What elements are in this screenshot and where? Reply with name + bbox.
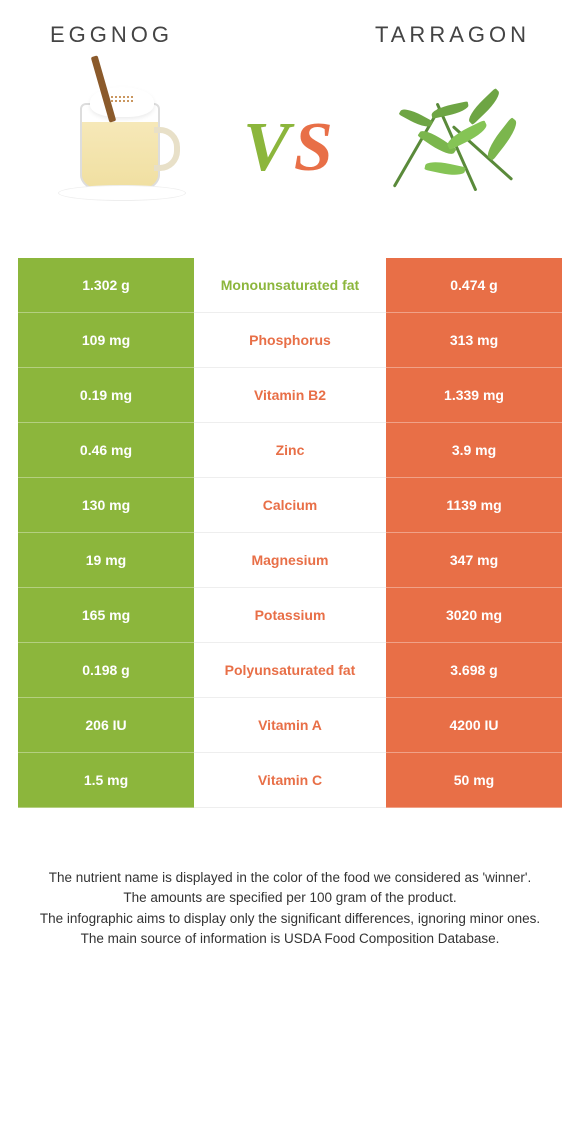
nutrient-label: Vitamin A bbox=[194, 698, 386, 753]
right-value: 313 mg bbox=[386, 313, 562, 368]
vs-v: V bbox=[243, 109, 294, 186]
table-row: 130 mgCalcium1139 mg bbox=[18, 478, 562, 533]
table-row: 1.302 gMonounsaturated fat0.474 g bbox=[18, 258, 562, 313]
tarragon-image bbox=[380, 68, 540, 228]
right-value: 3020 mg bbox=[386, 588, 562, 643]
left-value: 109 mg bbox=[18, 313, 194, 368]
eggnog-image bbox=[40, 68, 200, 228]
nutrient-label: Monounsaturated fat bbox=[194, 258, 386, 313]
left-value: 0.46 mg bbox=[18, 423, 194, 478]
left-value: 165 mg bbox=[18, 588, 194, 643]
footer-line: The amounts are specified per 100 gram o… bbox=[30, 888, 550, 908]
table-row: 109 mgPhosphorus313 mg bbox=[18, 313, 562, 368]
table-row: 165 mgPotassium3020 mg bbox=[18, 588, 562, 643]
right-value: 1139 mg bbox=[386, 478, 562, 533]
table-row: 0.19 mgVitamin B21.339 mg bbox=[18, 368, 562, 423]
vs-label: VS bbox=[243, 108, 337, 188]
nutrient-label: Vitamin C bbox=[194, 753, 386, 808]
table-row: 206 IUVitamin A4200 IU bbox=[18, 698, 562, 753]
right-value: 3.9 mg bbox=[386, 423, 562, 478]
left-value: 19 mg bbox=[18, 533, 194, 588]
left-value: 0.19 mg bbox=[18, 368, 194, 423]
nutrient-label: Calcium bbox=[194, 478, 386, 533]
nutrient-label: Polyunsaturated fat bbox=[194, 643, 386, 698]
left-value: 130 mg bbox=[18, 478, 194, 533]
right-value: 3.698 g bbox=[386, 643, 562, 698]
left-value: 0.198 g bbox=[18, 643, 194, 698]
nutrient-label: Vitamin B2 bbox=[194, 368, 386, 423]
nutrient-label: Magnesium bbox=[194, 533, 386, 588]
footer-notes: The nutrient name is displayed in the co… bbox=[0, 808, 580, 949]
left-value: 1.5 mg bbox=[18, 753, 194, 808]
hero-row: VS bbox=[0, 58, 580, 258]
right-value: 347 mg bbox=[386, 533, 562, 588]
nutrient-table: 1.302 gMonounsaturated fat0.474 g109 mgP… bbox=[0, 258, 580, 808]
nutrient-label: Zinc bbox=[194, 423, 386, 478]
right-value: 50 mg bbox=[386, 753, 562, 808]
footer-line: The infographic aims to display only the… bbox=[30, 909, 550, 929]
nutrient-label: Potassium bbox=[194, 588, 386, 643]
footer-line: The nutrient name is displayed in the co… bbox=[30, 868, 550, 888]
table-row: 0.198 gPolyunsaturated fat3.698 g bbox=[18, 643, 562, 698]
right-value: 1.339 mg bbox=[386, 368, 562, 423]
left-value: 206 IU bbox=[18, 698, 194, 753]
nutrient-label: Phosphorus bbox=[194, 313, 386, 368]
right-value: 4200 IU bbox=[386, 698, 562, 753]
header: EGGNOG TARRAGON bbox=[0, 0, 580, 58]
footer-line: The main source of information is USDA F… bbox=[30, 929, 550, 949]
left-food-title: EGGNOG bbox=[50, 22, 173, 48]
left-value: 1.302 g bbox=[18, 258, 194, 313]
vs-s: S bbox=[294, 109, 337, 186]
table-row: 19 mgMagnesium347 mg bbox=[18, 533, 562, 588]
table-row: 1.5 mgVitamin C50 mg bbox=[18, 753, 562, 808]
table-row: 0.46 mgZinc3.9 mg bbox=[18, 423, 562, 478]
right-value: 0.474 g bbox=[386, 258, 562, 313]
right-food-title: TARRAGON bbox=[375, 22, 530, 48]
